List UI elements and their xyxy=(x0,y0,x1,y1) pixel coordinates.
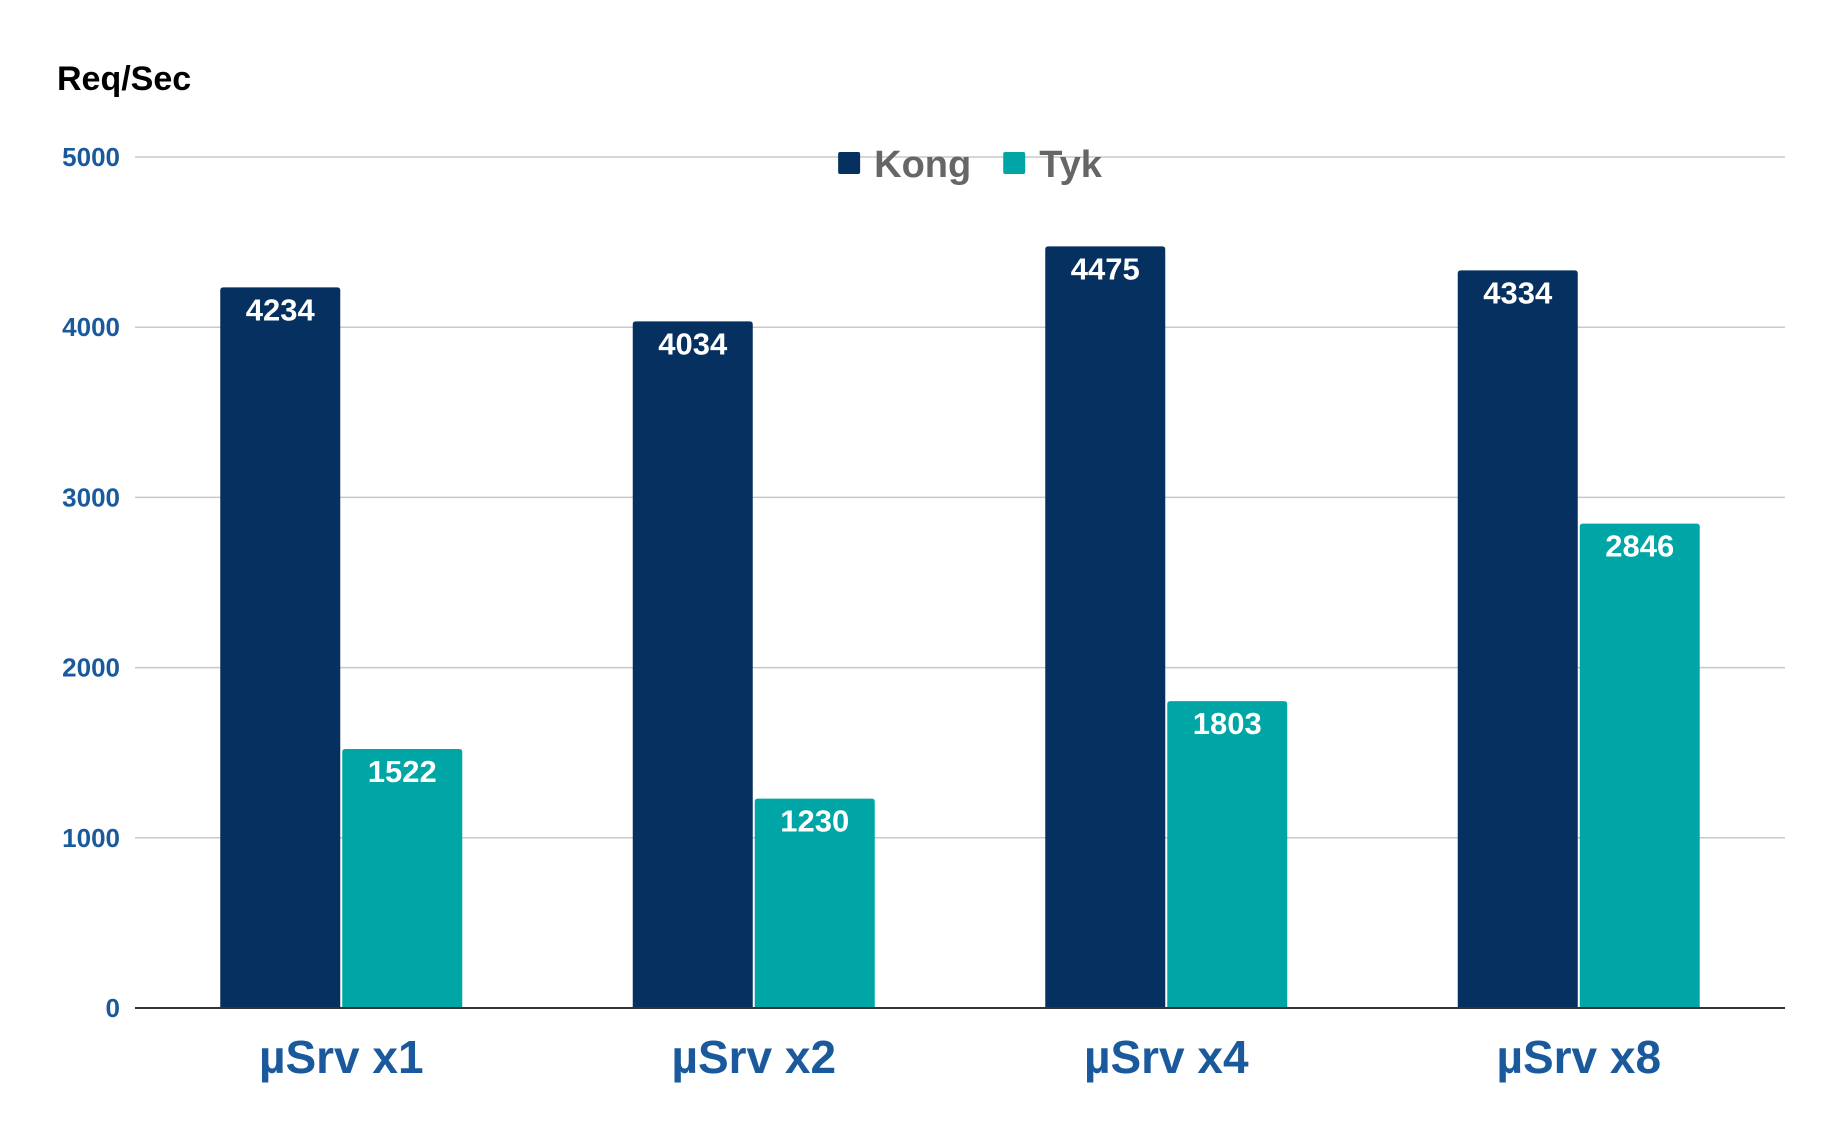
y-axis-label: Req/Sec xyxy=(57,60,191,98)
y-tick-label: 4000 xyxy=(62,312,120,342)
legend-swatch-kong xyxy=(838,152,861,174)
data-label: 4034 xyxy=(658,326,728,361)
x-axis-ticks: µSrv x1 µSrv x2 µSrv x4 µSrv x8 xyxy=(259,1031,1661,1083)
legend-swatch-tyk xyxy=(1003,152,1026,174)
x-tick-label: µSrv x4 xyxy=(1084,1031,1249,1083)
bar-kong xyxy=(1045,246,1166,1009)
data-label: 1230 xyxy=(780,804,849,839)
y-tick-label: 3000 xyxy=(62,482,120,512)
bar-tyk xyxy=(1579,523,1700,1008)
y-tick-label: 0 xyxy=(106,993,120,1023)
data-labels: 4234 1522 4034 1230 4475 1803 4334 2846 xyxy=(246,251,1674,838)
legend: Kong Tyk xyxy=(838,144,1103,186)
data-label: 4475 xyxy=(1071,251,1140,286)
y-tick-label: 2000 xyxy=(62,653,120,683)
legend-label-kong: Kong xyxy=(874,144,971,186)
bar-tyk xyxy=(342,748,463,1008)
y-tick-label: 1000 xyxy=(62,823,120,853)
data-label: 2846 xyxy=(1605,529,1674,564)
y-tick-label: 5000 xyxy=(62,142,120,172)
bars xyxy=(220,246,1700,1009)
legend-label-tyk: Tyk xyxy=(1039,144,1103,186)
bar-tyk xyxy=(1167,701,1288,1008)
bar-kong xyxy=(1457,270,1578,1008)
data-label: 4334 xyxy=(1483,275,1553,310)
bar-tyk xyxy=(754,798,875,1008)
data-label: 1522 xyxy=(368,754,437,789)
x-tick-label: µSrv x2 xyxy=(671,1031,836,1083)
y-axis-ticks: 0 1000 2000 3000 4000 5000 xyxy=(62,142,120,1023)
bar-kong xyxy=(220,287,341,1009)
x-tick-label: µSrv x1 xyxy=(259,1031,424,1083)
bar-kong xyxy=(632,321,753,1008)
data-label: 1803 xyxy=(1193,706,1262,741)
data-label: 4234 xyxy=(246,292,316,327)
x-tick-label: µSrv x8 xyxy=(1496,1031,1661,1083)
